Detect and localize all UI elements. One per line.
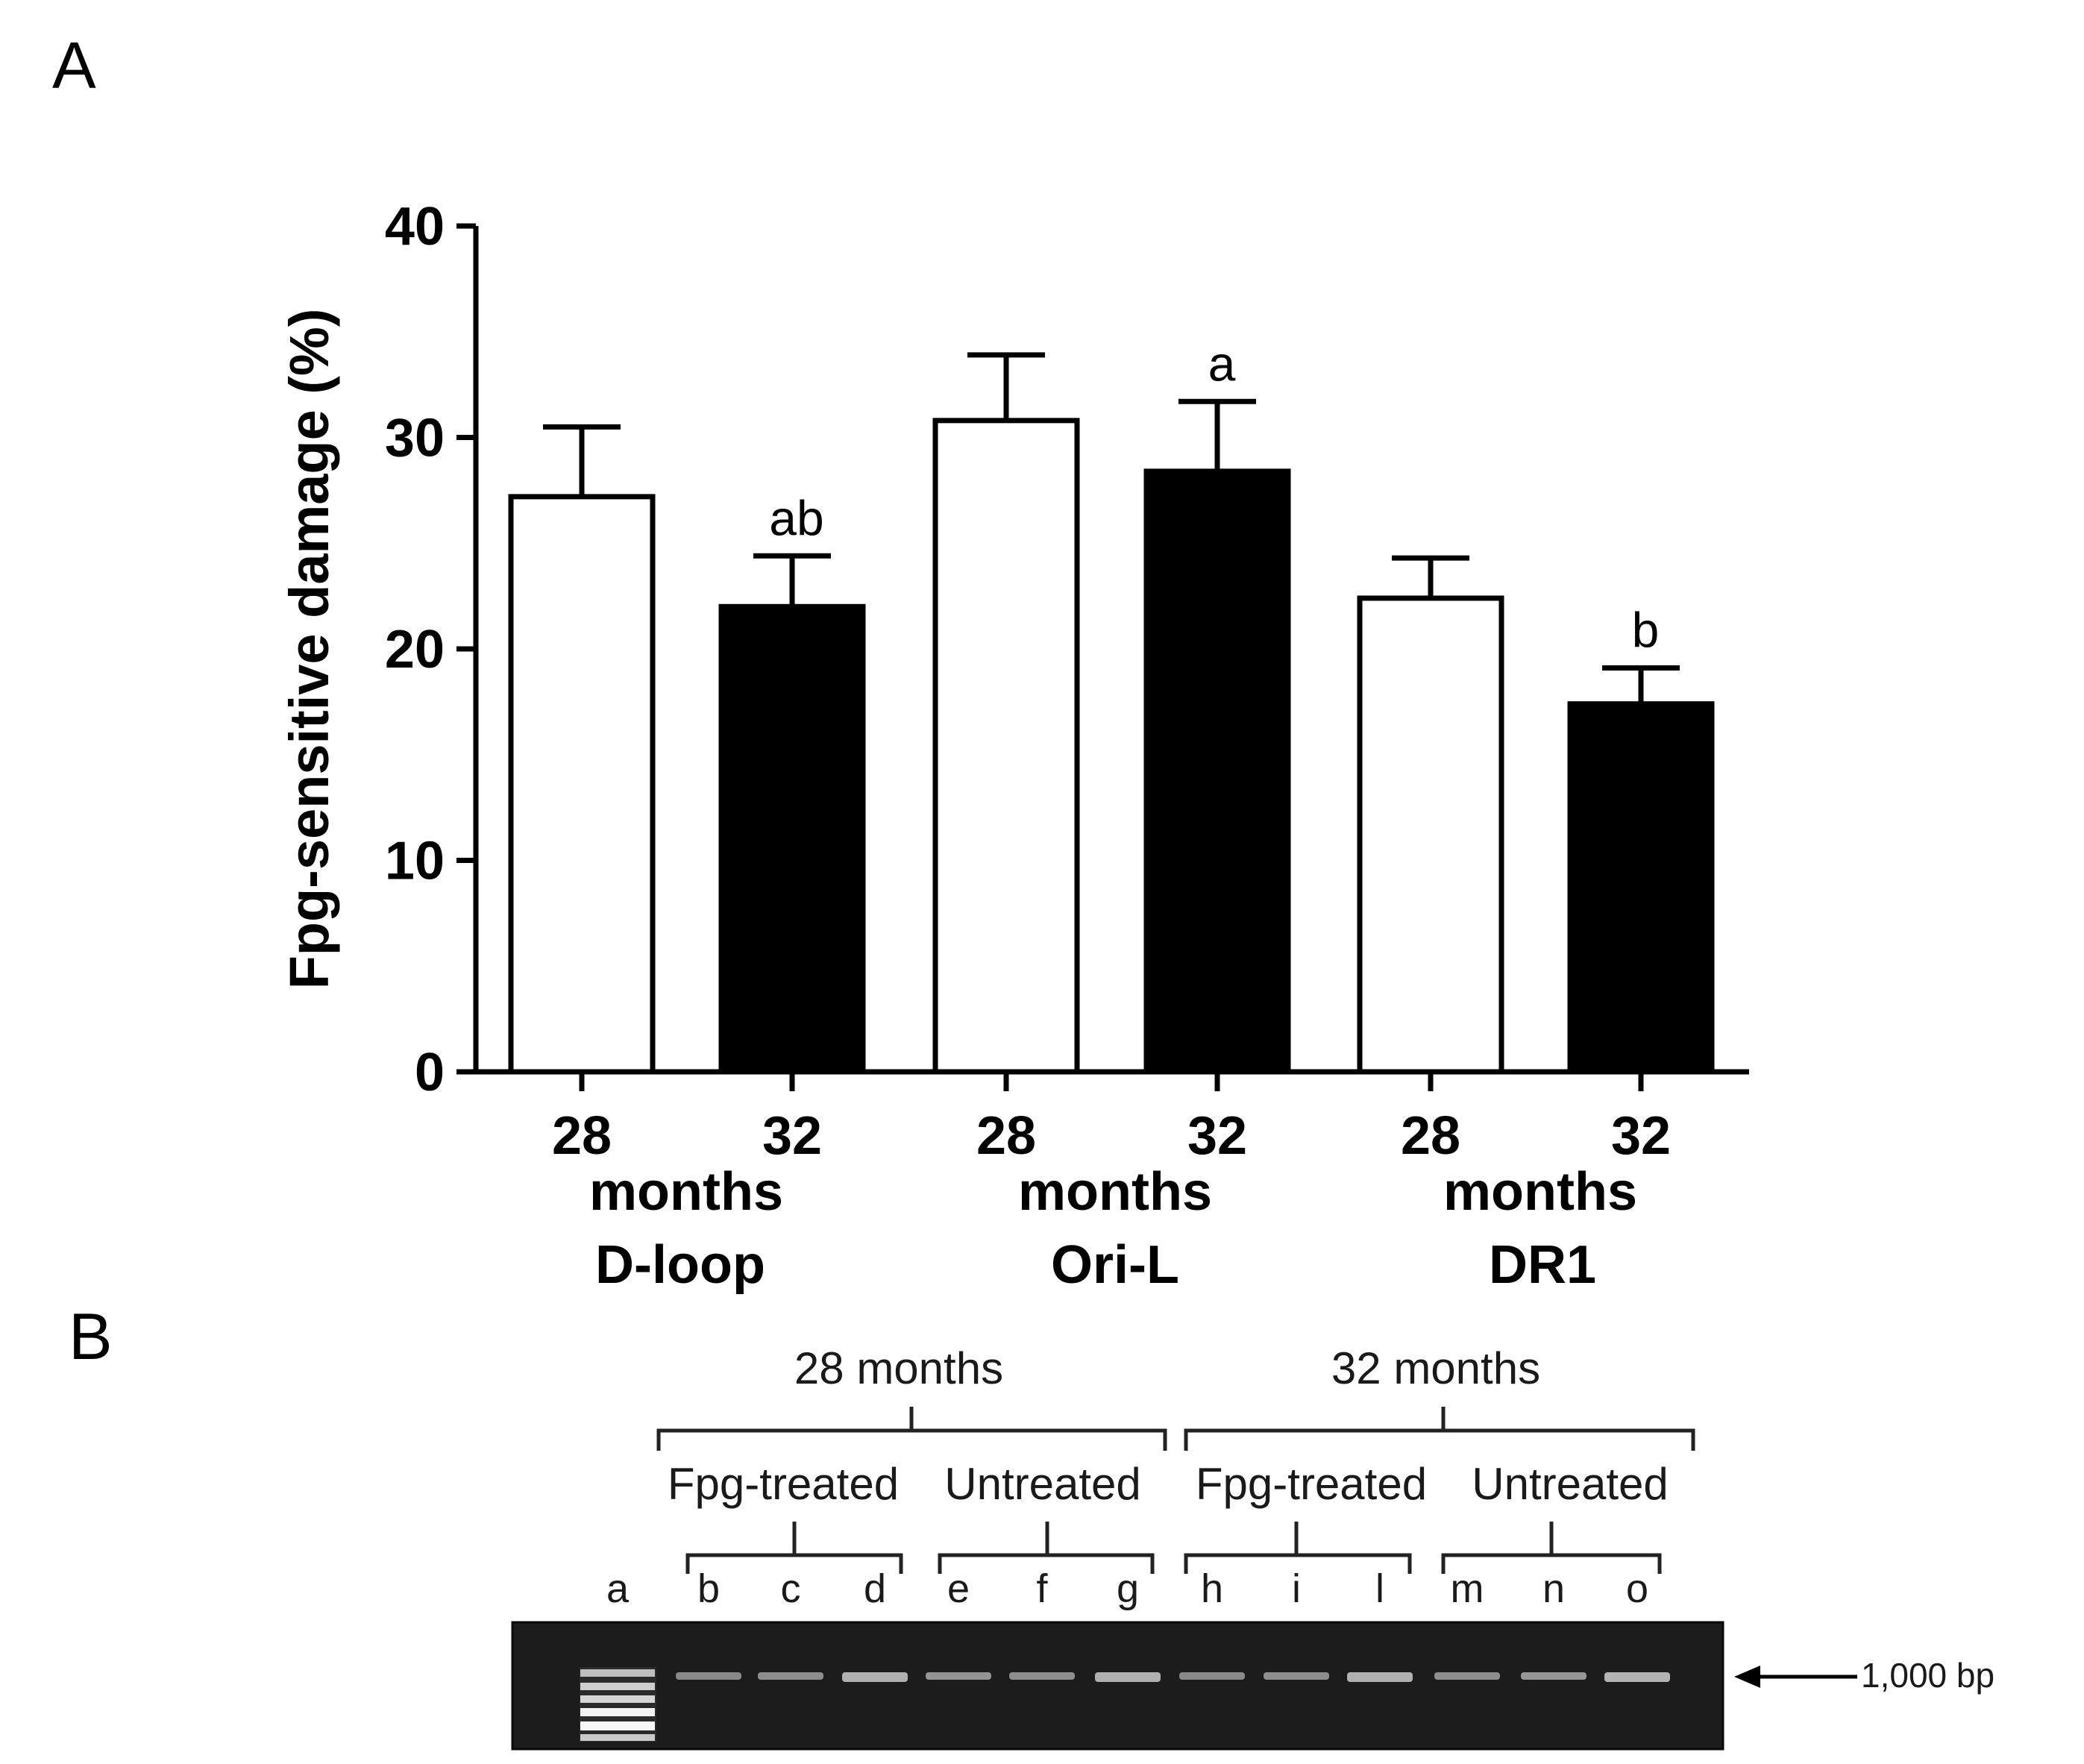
bracket-untreated-28 [938, 1522, 1155, 1574]
lane-label-b: b [697, 1566, 720, 1611]
bars [508, 418, 1715, 1075]
axes [473, 226, 1749, 1075]
lane-label-g: g [1117, 1566, 1139, 1611]
gel-bands [676, 1672, 1670, 1682]
y-tick-label-0: 0 [415, 1043, 445, 1102]
bracket-32-months [1184, 1407, 1695, 1451]
y-tick-label-20: 20 [385, 620, 445, 679]
group-label-d-loop: D-loop [595, 1235, 765, 1295]
unit-label-3: months [1443, 1162, 1637, 1222]
group-label-dr1: DR1 [1489, 1235, 1596, 1295]
bracket-fpg-treated-28 [685, 1522, 903, 1574]
y-tick-label-30: 30 [385, 409, 445, 468]
gel-panel: 28 months 32 months Fpg-treated Untreate… [511, 1343, 1994, 1751]
bar-2 [718, 603, 866, 1075]
subgroup-fpg-treated-28: Fpg-treated [668, 1459, 899, 1509]
lane-label-o: o [1626, 1566, 1648, 1611]
x-tick-label-4: 32 [1187, 1106, 1247, 1166]
y-axis-title: Fpg-sensitive damage (%) [278, 309, 340, 990]
bar-1 [508, 494, 656, 1075]
panel-a-label: A [52, 28, 96, 102]
subgroup-untreated-28: Untreated [944, 1459, 1141, 1509]
y-tick-label-10: 10 [385, 832, 445, 891]
lane-label-i: i [1292, 1566, 1301, 1611]
x-ticks: 28 32 28 32 28 32 [552, 1072, 1671, 1166]
lane-label-a: a [606, 1566, 630, 1611]
band-lane-i [1264, 1672, 1329, 1680]
x-tick-label-5: 28 [1401, 1106, 1460, 1166]
lane-label-h: h [1201, 1566, 1223, 1611]
panel-b-label: B [69, 1299, 113, 1373]
subgroup-untreated-32: Untreated [1472, 1459, 1669, 1509]
significance-label-6: b [1632, 603, 1660, 658]
band-lane-n [1521, 1672, 1586, 1680]
x-tick-label-2: 32 [762, 1106, 822, 1166]
band-lane-o [1604, 1672, 1670, 1682]
error-bars [543, 352, 1680, 704]
band-lane-h [1179, 1672, 1245, 1680]
bar-5 [1357, 595, 1504, 1075]
y-tick-label-40: 40 [385, 197, 445, 257]
lane-label-d: d [864, 1566, 886, 1611]
group-label-ori-l: Ori-L [1051, 1235, 1179, 1295]
bar-4 [1143, 468, 1291, 1075]
band-lane-g [1095, 1672, 1161, 1682]
band-lane-d [842, 1672, 908, 1682]
gel-image [511, 1621, 1724, 1751]
band-lane-e [926, 1672, 991, 1680]
lane-label-n: n [1542, 1566, 1565, 1611]
bar-3 [932, 418, 1080, 1075]
band-lane-c [758, 1672, 823, 1680]
subgroup-fpg-treated-32: Fpg-treated [1196, 1459, 1427, 1509]
marker-label: 1,000 bp [1861, 1656, 1994, 1695]
x-tick-label-3: 28 [976, 1106, 1036, 1166]
x-tick-label-6: 32 [1611, 1106, 1671, 1166]
band-lane-l [1347, 1672, 1413, 1682]
group-labels: months D-loop months Ori-L months DR1 [589, 1162, 1637, 1295]
band-lane-f [1009, 1672, 1075, 1680]
bracket-untreated-32 [1441, 1522, 1662, 1574]
lane-label-c: c [781, 1566, 801, 1611]
gel-group-28-months: 28 months [794, 1343, 1003, 1393]
band-lane-b [676, 1672, 741, 1680]
significance-label-2: ab [769, 490, 823, 545]
gel-group-32-months: 32 months [1331, 1343, 1540, 1393]
significance-label-4: a [1208, 336, 1236, 391]
bar-6 [1567, 701, 1715, 1075]
x-tick-label-1: 28 [552, 1106, 612, 1166]
lane-label-e: e [947, 1566, 970, 1611]
band-lane-m [1434, 1672, 1500, 1680]
y-ticks: 0 10 20 30 40 [385, 197, 476, 1102]
ladder-lane [580, 1667, 656, 1742]
bracket-fpg-treated-32 [1184, 1522, 1412, 1574]
lane-label-l: l [1375, 1566, 1384, 1611]
lane-label-m: m [1451, 1566, 1484, 1611]
unit-label-1: months [589, 1162, 783, 1222]
lane-label-f: f [1036, 1566, 1048, 1611]
unit-label-2: months [1018, 1162, 1212, 1222]
marker-arrow-head [1734, 1666, 1760, 1688]
bracket-28-months [656, 1407, 1167, 1451]
